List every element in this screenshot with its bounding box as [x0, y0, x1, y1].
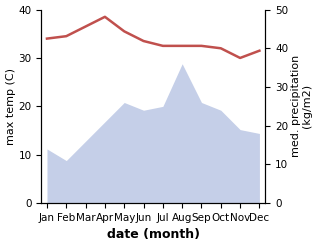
X-axis label: date (month): date (month) — [107, 228, 200, 242]
Y-axis label: max temp (C): max temp (C) — [5, 68, 16, 145]
Y-axis label: med. precipitation
(kg/m2): med. precipitation (kg/m2) — [291, 55, 313, 158]
